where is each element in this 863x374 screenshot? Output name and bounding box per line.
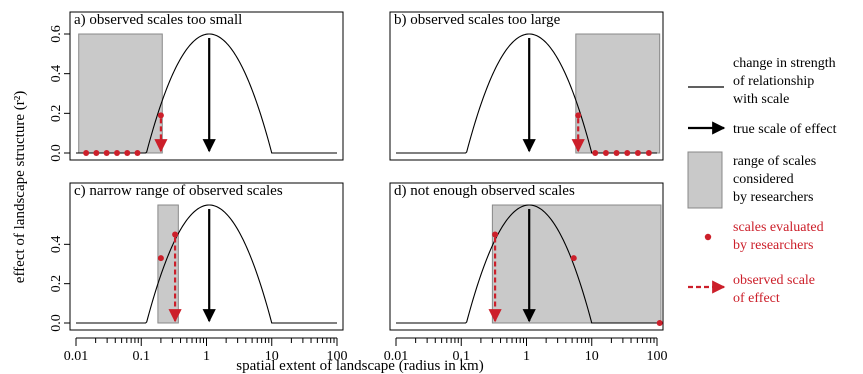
legend-curve-label-1: change in strength — [733, 56, 836, 71]
plot-frame — [69, 182, 344, 331]
panel-title: d) not enough observed scales — [394, 183, 575, 199]
evaluated-point — [134, 150, 141, 156]
evaluated-point — [656, 320, 663, 326]
evaluated-point — [602, 150, 609, 156]
y-tick-label: 0.2 — [49, 275, 64, 293]
panel-b: b) observed scales too large — [389, 11, 664, 161]
evaluated-point — [645, 150, 652, 156]
y-axis-top: 0.0 0.2 0.4 0.6 — [49, 25, 70, 162]
x-axis-left: 0.01 0.1 1 10 100 — [64, 337, 348, 364]
evaluated-point — [93, 150, 100, 156]
x-tick-label: 0.01 — [64, 349, 89, 364]
y-tick-label: 0.4 — [49, 236, 64, 254]
x-tick-label: 100 — [647, 349, 668, 364]
legend-range-label-3: by researchers — [733, 190, 813, 205]
range-considered-shade — [575, 33, 661, 154]
legend-range-swatch — [687, 151, 723, 209]
x-tick-label: 10 — [265, 349, 279, 364]
legend-range-label-2: considered — [733, 172, 794, 187]
evaluated-point — [157, 112, 164, 119]
panel-a: a) observed scales too small — [69, 11, 344, 161]
evaluated-point — [634, 150, 641, 156]
evaluated-point — [575, 112, 582, 119]
panel-title: c) narrow range of observed scales — [74, 183, 283, 199]
evaluated-point — [103, 150, 110, 156]
evaluated-point — [124, 150, 131, 156]
y-axis-bottom: 0.0 0.2 0.4 — [49, 236, 70, 332]
x-tick-label: 100 — [327, 349, 348, 364]
x-tick-label: 0.1 — [453, 349, 471, 364]
legend-points-label-1: scales evaluated — [733, 220, 824, 235]
range-considered-shade — [78, 33, 163, 154]
evaluated-point — [613, 150, 620, 156]
x-tick-label: 0.1 — [133, 349, 151, 364]
legend-observed-label-1: observed scale — [733, 273, 815, 288]
panel-d: d) not enough observed scales — [389, 182, 664, 331]
x-tick-label: 10 — [585, 349, 599, 364]
scale-effect-curve — [396, 204, 657, 324]
y-tick-label: 0.0 — [49, 144, 64, 162]
plot-frame — [69, 11, 344, 161]
scale-effect-curve — [76, 204, 337, 324]
evaluated-point — [492, 231, 499, 238]
evaluated-point — [624, 150, 631, 156]
x-tick-label: 0.01 — [384, 349, 409, 364]
legend-range-label-1: range of scales — [733, 154, 816, 169]
panel-title: b) observed scales too large — [394, 12, 561, 28]
y-tick-label: 0.2 — [49, 105, 64, 123]
range-considered-shade — [491, 204, 662, 324]
x-tick-label: 1 — [203, 349, 210, 364]
evaluated-point — [157, 255, 164, 262]
scale-effect-curve — [396, 33, 657, 154]
y-tick-label: 0.0 — [49, 314, 64, 332]
y-tick-label: 0.4 — [49, 65, 64, 83]
y-tick-label: 0.6 — [49, 25, 64, 43]
evaluated-point — [592, 150, 599, 156]
evaluated-point — [570, 255, 577, 262]
x-tick-label: 1 — [523, 349, 530, 364]
legend-true-scale-label: true scale of effect — [733, 122, 837, 137]
panel-c: c) narrow range of observed scales — [69, 182, 344, 331]
y-axis-label: effect of landscape structure (r²) — [12, 91, 28, 283]
legend: change in strength of relationship with … — [687, 56, 837, 306]
evaluated-point — [83, 150, 90, 156]
legend-curve-label-3: with scale — [733, 92, 789, 107]
legend-observed-label-2: of effect — [733, 291, 780, 306]
plot-frame — [389, 182, 664, 331]
x-axis-right: 0.01 0.1 1 10 100 — [384, 337, 668, 364]
plot-frame — [389, 11, 664, 161]
panel-title: a) observed scales too small — [74, 12, 242, 28]
evaluated-point — [172, 231, 179, 238]
evaluated-point — [114, 150, 121, 156]
x-axis-label: spatial extent of landscape (radius in k… — [236, 358, 483, 374]
legend-curve-label-2: of relationship — [733, 74, 814, 89]
legend-points-label-2: by researchers — [733, 238, 813, 253]
legend-point-icon — [704, 233, 712, 241]
